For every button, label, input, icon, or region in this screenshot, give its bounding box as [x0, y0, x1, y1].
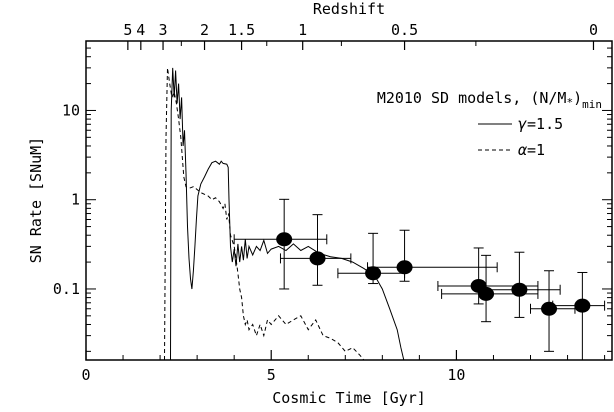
legend-title: M2010 SD models, (N/M*)min: [377, 89, 602, 111]
y-tick-label: 0.1: [53, 280, 80, 298]
y-tick-label: 10: [62, 101, 80, 119]
y-axis-label: SN Rate [SNuM]: [27, 137, 45, 263]
top-tick-label: 1: [298, 21, 307, 39]
legend-title-close: ): [573, 89, 582, 107]
x-axis-label: Cosmic Time [Gyr]: [272, 389, 426, 407]
legend-alpha-symbol: α: [518, 141, 528, 159]
data-marker: [365, 266, 382, 281]
x-tick-label: 5: [267, 366, 276, 384]
legend-title-sub: min: [582, 98, 602, 111]
observations: [233, 198, 606, 361]
legend-gamma-symbol: γ: [518, 115, 527, 133]
data-point: [485, 251, 561, 318]
data-marker: [574, 298, 591, 313]
data-point: [530, 270, 576, 352]
y-tick-label: 1: [71, 191, 80, 209]
top-tick-label: 0: [589, 21, 598, 39]
data-point: [337, 232, 406, 285]
plot-frame: [85, 40, 613, 361]
top-axis-label: Redshift: [313, 0, 385, 18]
legend-label-alpha: α=1: [518, 141, 545, 159]
top-tick-label: 2: [200, 21, 209, 39]
model-curves: [164, 67, 405, 361]
top-tick-label: 3: [159, 21, 168, 39]
legend-label-gamma: γ=1.5: [518, 115, 563, 133]
top-tick-label: 5: [123, 21, 132, 39]
legend: M2010 SD models, (N/M*)min γ=1.5 α=1: [377, 89, 602, 159]
legend-title-main: M2010 SD models, (N/M: [377, 89, 567, 107]
data-marker: [541, 301, 558, 316]
legend-title-star: *: [566, 96, 573, 109]
data-marker: [309, 251, 326, 266]
model-curve-alpha: [164, 67, 365, 361]
x-tick-label: 10: [447, 366, 465, 384]
top-tick-label: 1.5: [228, 21, 255, 39]
data-marker: [276, 232, 293, 247]
data-point: [233, 198, 328, 290]
data-marker: [511, 282, 528, 297]
top-tick-label: 4: [136, 21, 145, 39]
data-point: [367, 229, 498, 282]
data-point: [552, 271, 606, 361]
legend-gamma-value: =1.5: [527, 115, 563, 133]
top-tick-label: 0.5: [391, 21, 418, 39]
legend-alpha-value: =1: [527, 141, 545, 159]
x-tick-label: 0: [81, 366, 90, 384]
data-point: [279, 214, 352, 286]
model-curve-gamma: [170, 67, 405, 361]
data-marker: [396, 260, 413, 275]
